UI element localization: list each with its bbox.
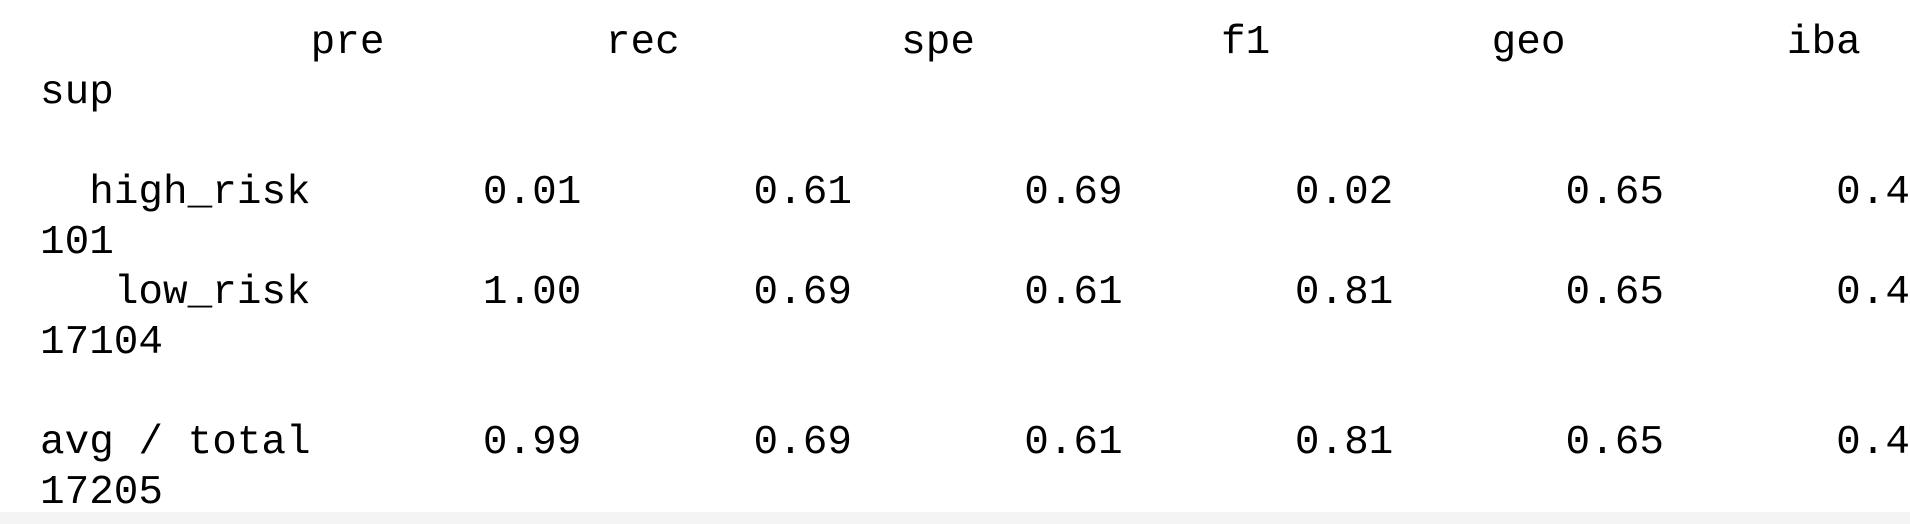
cell-pre: 1.00 <box>482 270 582 316</box>
report-header-wrap: sup <box>40 68 1910 118</box>
cell-sup: 17104 <box>40 320 164 366</box>
output-area-bottom-edge <box>0 512 1910 524</box>
col-header-sup: sup <box>40 70 114 116</box>
row-label: low_risk <box>113 270 311 316</box>
cell-sup: 101 <box>40 220 114 266</box>
total-row-wrap: 17205 <box>40 468 1910 518</box>
total-geo: 0.65 <box>1565 420 1664 466</box>
cell-geo: 0.65 <box>1565 170 1664 216</box>
total-spe: 0.61 <box>1024 420 1123 466</box>
blank-line <box>40 118 1910 168</box>
row-label: high_risk <box>89 170 311 216</box>
total-pre: 0.99 <box>482 420 582 466</box>
total-sup: 17205 <box>40 470 164 516</box>
col-header-iba: iba <box>1786 20 1861 66</box>
table-row: high_risk 0.01 0.61 0.69 0.02 0.65 0.42 <box>40 168 1910 218</box>
total-rec: 0.69 <box>753 420 852 466</box>
total-f1: 0.81 <box>1294 420 1394 466</box>
blank-line <box>40 368 1910 418</box>
total-label: avg / total <box>40 420 311 466</box>
col-header-pre: pre <box>310 20 385 66</box>
table-row: low_risk 1.00 0.69 0.61 0.81 0.65 0.43 <box>40 268 1910 318</box>
col-header-f1: f1 <box>1221 20 1271 66</box>
col-header-rec: rec <box>605 20 680 66</box>
cell-spe: 0.69 <box>1024 170 1123 216</box>
report-header-line: pre rec spe f1 geo iba <box>40 18 1910 68</box>
cell-f1: 0.81 <box>1294 270 1394 316</box>
cell-pre: 0.01 <box>482 170 582 216</box>
table-row-wrap: 17104 <box>40 318 1910 368</box>
cell-rec: 0.61 <box>753 170 852 216</box>
total-iba: 0.43 <box>1836 420 1910 466</box>
cell-spe: 0.61 <box>1024 270 1123 316</box>
cell-geo: 0.65 <box>1565 270 1664 316</box>
col-header-spe: spe <box>901 20 975 66</box>
cell-iba: 0.42 <box>1836 170 1910 216</box>
table-row-wrap: 101 <box>40 218 1910 268</box>
cell-rec: 0.69 <box>753 270 852 316</box>
classification-report: pre rec spe f1 geo iba sup high_risk 0.01… <box>40 18 1910 518</box>
cell-iba: 0.43 <box>1836 270 1910 316</box>
cell-f1: 0.02 <box>1294 170 1394 216</box>
total-row: avg / total 0.99 0.69 0.61 0.81 0.65 0.4… <box>40 418 1910 468</box>
col-header-geo: geo <box>1491 20 1566 66</box>
